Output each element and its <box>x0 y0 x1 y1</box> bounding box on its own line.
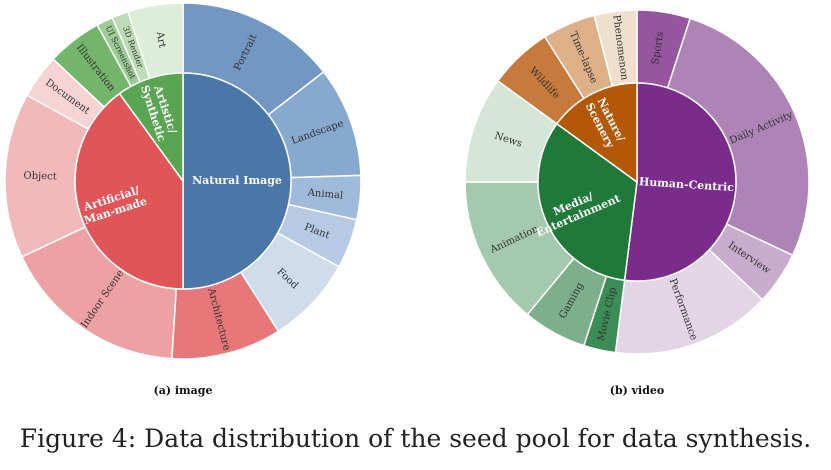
inner-slice-artificial-man-made <box>74 92 184 290</box>
sunburst-image: PortraitLandscapeAnimalPlantFoodArchitec… <box>4 2 362 397</box>
inner-slice-media-entertainment <box>537 122 638 282</box>
chart-subtitle: (a) image <box>153 384 212 397</box>
inner-slice-natural-image <box>182 72 292 290</box>
inner-slice-human-centric <box>623 82 737 282</box>
outer-label-art: Art <box>154 30 168 49</box>
inner-slice-artistic-synthetic <box>118 72 184 184</box>
outer-label-object: Object <box>23 170 57 182</box>
chart-subtitle: (b) video <box>610 384 665 397</box>
inner-label-natural-image: Natural Image <box>192 174 282 187</box>
inner-label-human-centric: Human-Centric <box>639 175 735 194</box>
figure-caption: Figure 4: Data distribution of the seed … <box>19 424 812 453</box>
outer-label-sports: Sports <box>650 31 666 66</box>
inner-slice-nature-scenery <box>555 82 638 184</box>
outer-label-animal: Animal <box>306 187 343 201</box>
